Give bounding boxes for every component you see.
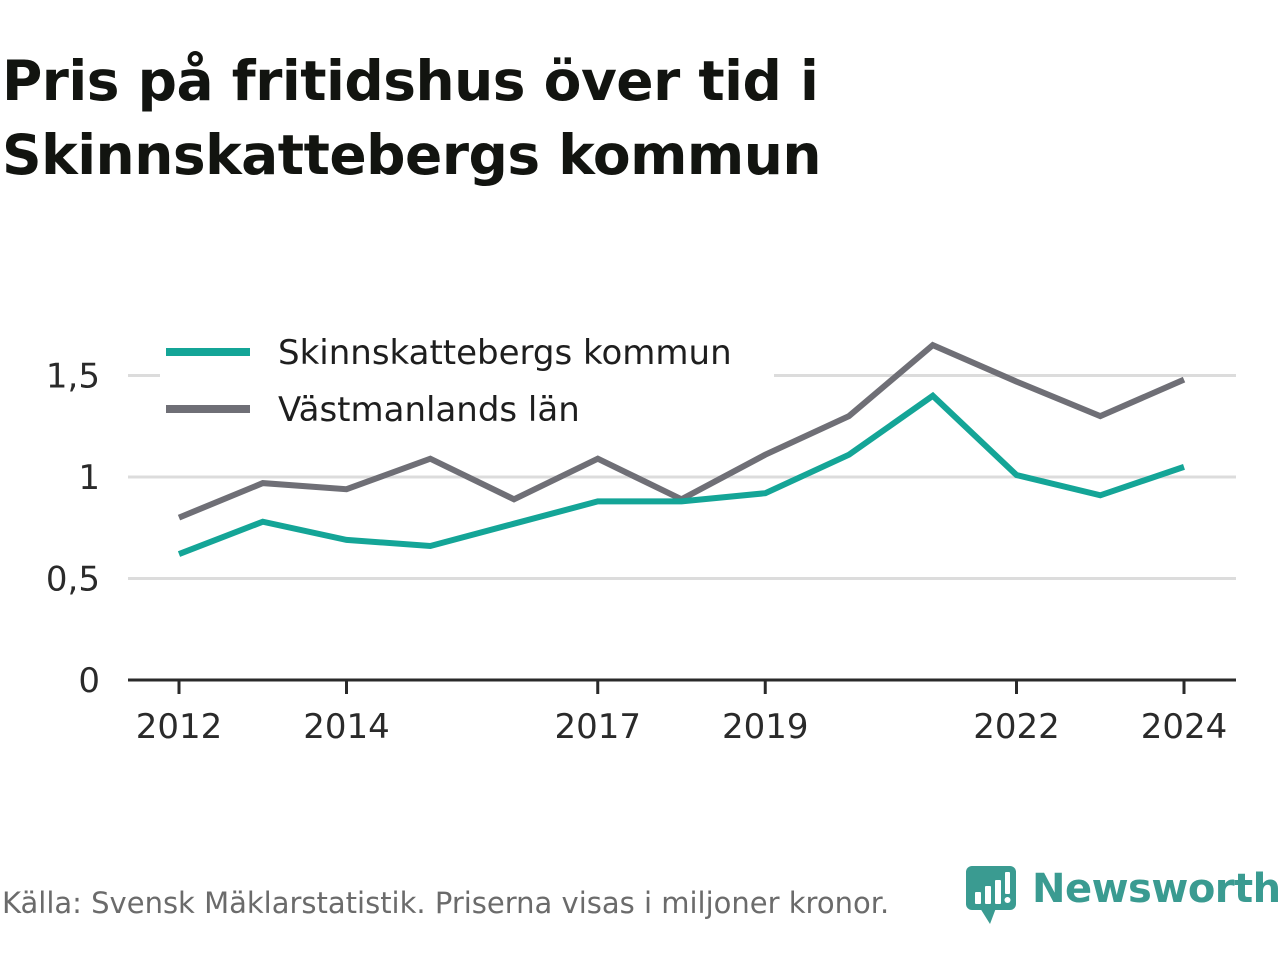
y-tick-label: 1,5 <box>46 357 100 397</box>
x-tick-label: 2017 <box>554 707 641 747</box>
chart-title: Pris på fritidshus över tid i Skinnskatt… <box>2 44 1242 192</box>
x-tick-label: 2024 <box>1141 707 1228 747</box>
y-tick-label: 0,5 <box>46 560 100 600</box>
legend-label-0: Skinnskattebergs kommun <box>278 333 732 373</box>
legend-background <box>160 324 774 436</box>
chart-title-line-2: Skinnskattebergs kommun <box>2 123 822 187</box>
chart-title-line-1: Pris på fritidshus över tid i <box>2 49 819 113</box>
x-tick-label: 2022 <box>973 707 1060 747</box>
x-tick-label: 2019 <box>722 707 809 747</box>
brand-logo: Newsworthy <box>964 864 1280 928</box>
series-line-0 <box>177 391 1185 557</box>
y-tick-label: 1 <box>78 458 100 498</box>
x-tick-label: 2014 <box>303 707 390 747</box>
source-note: Källa: Svensk Mäklarstatistik. Priserna … <box>2 886 890 920</box>
x-tick-label: 2012 <box>136 707 223 747</box>
brand-name: Newsworthy <box>1032 866 1280 912</box>
y-tick-label: 0 <box>78 661 100 701</box>
newsworthy-logo-icon <box>966 866 1016 924</box>
legend-label-1: Västmanlands län <box>278 390 580 430</box>
